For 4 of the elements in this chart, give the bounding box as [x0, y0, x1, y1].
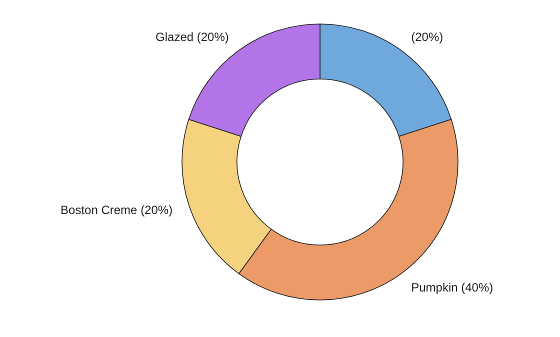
data-label: (20%)	[411, 30, 444, 44]
slice-label: Glazed (20%)	[156, 30, 229, 44]
slice-label: Pumpkin (40%)	[411, 280, 494, 295]
slice-label: Boston Creme (20%)	[60, 203, 173, 218]
